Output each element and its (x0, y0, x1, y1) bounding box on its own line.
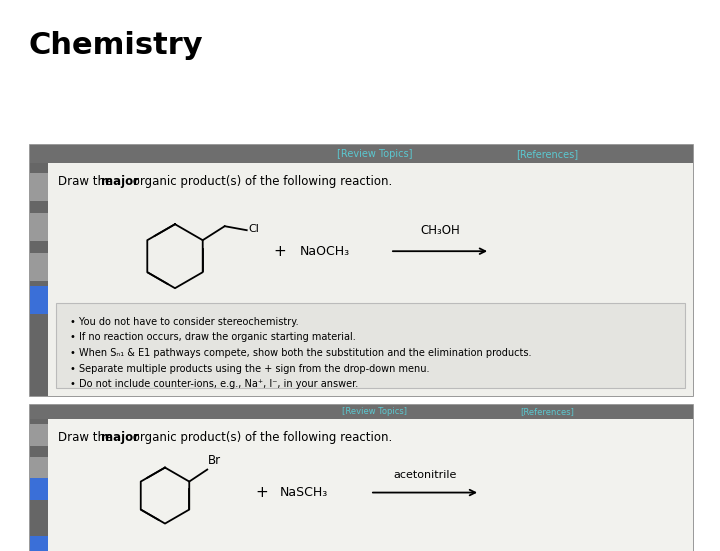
Text: Chemistry: Chemistry (28, 31, 202, 60)
Text: NaOCH₃: NaOCH₃ (300, 245, 350, 258)
Text: +: + (274, 244, 287, 259)
Text: major: major (101, 175, 139, 188)
Text: [Review Topics]: [Review Topics] (337, 149, 413, 159)
Bar (30, 537, 48, 551)
Text: Cl: Cl (248, 224, 260, 234)
Text: Draw the: Draw the (58, 175, 116, 188)
Text: • Separate multiple products using the + sign from the drop-down menu.: • Separate multiple products using the +… (70, 364, 430, 374)
Bar (48, 419, 693, 551)
Text: • If no reaction occurs, draw the organic starting material.: • If no reaction occurs, draw the organi… (70, 332, 356, 343)
Text: • You do not have to consider stereochemistry.: • You do not have to consider stereochem… (70, 317, 299, 327)
Bar (30, 145, 693, 396)
Text: CH₃OH: CH₃OH (420, 224, 460, 237)
Bar (30, 405, 693, 419)
Bar (30, 478, 48, 500)
Text: • Do not include counter-ions, e.g., Na⁺, I⁻, in your answer.: • Do not include counter-ions, e.g., Na⁺… (70, 379, 359, 389)
Bar (30, 419, 48, 551)
Bar (30, 145, 693, 163)
Bar (48, 163, 693, 396)
Text: Draw the: Draw the (58, 431, 116, 444)
Text: NaSCH₃: NaSCH₃ (280, 486, 328, 499)
Bar (30, 424, 48, 446)
Bar (30, 457, 48, 479)
Text: Br: Br (208, 453, 221, 467)
Bar (30, 253, 48, 281)
Bar (30, 213, 48, 241)
Text: organic product(s) of the following reaction.: organic product(s) of the following reac… (129, 431, 392, 444)
Text: [References]: [References] (516, 149, 578, 159)
Bar (56, 303, 685, 388)
Text: major: major (101, 431, 139, 444)
Text: [References]: [References] (521, 408, 574, 417)
Bar (30, 287, 48, 315)
Text: +: + (256, 485, 269, 500)
Text: • When Sₙ₁ & E1 pathways compete, show both the substitution and the elimination: • When Sₙ₁ & E1 pathways compete, show b… (70, 348, 531, 358)
Bar (30, 405, 693, 551)
Text: [Review Topics]: [Review Topics] (342, 408, 408, 417)
Text: acetonitrile: acetonitrile (393, 469, 456, 479)
Text: organic product(s) of the following reaction.: organic product(s) of the following reac… (129, 175, 392, 188)
Bar (30, 173, 48, 201)
Bar (30, 163, 48, 396)
